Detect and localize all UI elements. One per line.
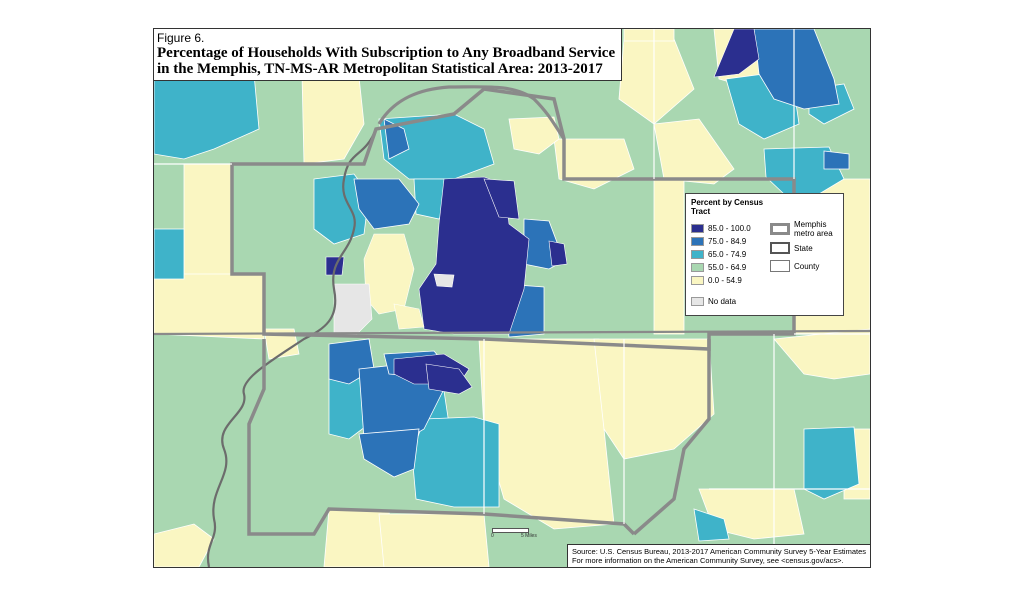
legend-swatch bbox=[691, 262, 704, 272]
legend-item-75-84: 75.0 - 84.9 bbox=[691, 235, 746, 247]
river-line bbox=[206, 128, 378, 567]
figure-label: Figure 6. bbox=[157, 31, 205, 45]
metro-boundary-line-north bbox=[377, 85, 566, 140]
legend-item-55-64: 55.0 - 64.9 bbox=[691, 261, 746, 273]
legend-item-0-54: 0.0 - 54.9 bbox=[691, 274, 742, 286]
legend-swatch-county bbox=[770, 260, 790, 272]
title-box: Figure 6. Percentage of Households With … bbox=[154, 29, 623, 81]
legend-label: State bbox=[794, 243, 813, 253]
legend-swatch bbox=[691, 296, 704, 306]
map-title-line-2: in the Memphis, TN-MS-AR Metropolitan St… bbox=[157, 61, 603, 77]
legend-item-state: State bbox=[770, 242, 813, 254]
legend-item-county: County bbox=[770, 260, 819, 272]
legend-label: 85.0 - 100.0 bbox=[708, 223, 751, 233]
legend-item-no-data: No data bbox=[691, 295, 736, 307]
tract-group-low bbox=[154, 29, 870, 567]
legend-swatch-metro bbox=[770, 223, 790, 235]
legend-swatch bbox=[691, 275, 704, 285]
legend-label: 75.0 - 84.9 bbox=[708, 236, 747, 246]
metro-boundary-line bbox=[230, 87, 796, 351]
scale-start-label: 0 bbox=[491, 533, 494, 539]
source-note: Source: U.S. Census Bureau, 2013-2017 Am… bbox=[566, 544, 870, 567]
tract-group-urban-low bbox=[363, 233, 425, 330]
legend-label: 0.0 - 54.9 bbox=[708, 275, 742, 285]
legend: Percent by Census Tract 85.0 - 100.0 75.… bbox=[685, 193, 844, 316]
scale-bar-graphic bbox=[492, 528, 529, 533]
legend-swatch bbox=[691, 249, 704, 259]
legend-label: 65.0 - 74.9 bbox=[708, 249, 747, 259]
legend-item-85-100: 85.0 - 100.0 bbox=[691, 222, 751, 234]
metro-boundary-line-south bbox=[247, 339, 636, 536]
tract-group-top bbox=[325, 29, 760, 395]
source-line-1: Source: U.S. Census Bureau, 2013-2017 Am… bbox=[571, 547, 866, 556]
legend-item-metro: Memphis metro area bbox=[770, 220, 840, 238]
legend-label: Memphis metro area bbox=[794, 220, 833, 238]
legend-label: No data bbox=[708, 296, 737, 306]
legend-swatch bbox=[691, 223, 704, 233]
legend-item-65-74: 65.0 - 74.9 bbox=[691, 248, 746, 260]
legend-label: County bbox=[794, 261, 820, 271]
metro-boundary-line-east bbox=[632, 339, 711, 536]
legend-label: 55.0 - 64.9 bbox=[708, 262, 747, 272]
county-lines bbox=[154, 29, 870, 567]
tract-group-no-data bbox=[333, 273, 455, 338]
state-line bbox=[154, 329, 870, 336]
legend-swatch bbox=[691, 236, 704, 246]
scale-end-label: 5 Miles bbox=[521, 533, 537, 539]
legend-swatch-state bbox=[770, 242, 790, 254]
source-line-2: For more information on the American Com… bbox=[571, 556, 844, 565]
legend-title: Percent by Census Tract bbox=[691, 198, 764, 216]
map-title-line-1: Percentage of Households With Subscripti… bbox=[157, 45, 616, 61]
map-frame: Figure 6. Percentage of Households With … bbox=[153, 28, 871, 568]
